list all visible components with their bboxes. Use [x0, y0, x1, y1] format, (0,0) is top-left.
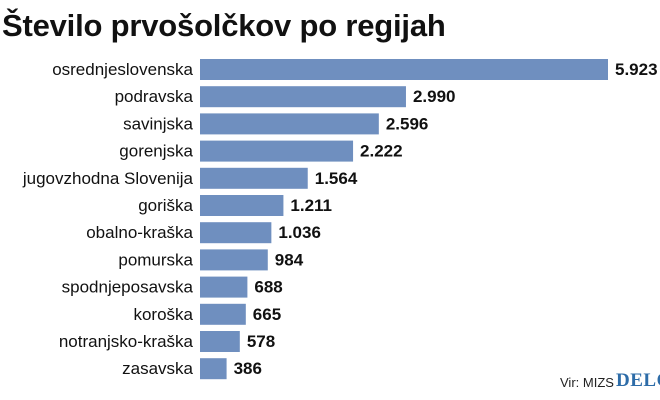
delo-logo: DELO [616, 370, 660, 391]
category-label: pomurska [118, 250, 193, 269]
bar [200, 59, 608, 80]
bar [200, 167, 308, 189]
bar [200, 303, 246, 325]
category-label: notranjsko-kraška [59, 332, 194, 351]
category-label: zasavska [122, 359, 193, 378]
chart-title: Število prvošolčkov po regijah [2, 8, 446, 43]
bar [200, 358, 227, 380]
value-label: 665 [253, 305, 281, 324]
value-label: 1.211 [290, 196, 332, 215]
category-label: savinjska [123, 114, 193, 133]
category-label: jugovzhodna Slovenija [22, 169, 194, 188]
bar [200, 222, 272, 244]
value-label: 2.990 [413, 87, 456, 106]
category-label: obalno-kraška [86, 223, 193, 242]
bar [200, 276, 248, 298]
value-label: 5.923 [615, 60, 658, 79]
value-label: 578 [247, 332, 275, 351]
bar [200, 140, 354, 162]
category-label: spodnjeposavska [62, 278, 194, 297]
value-label: 1.564 [315, 169, 358, 188]
category-label: goriška [138, 196, 193, 215]
bar [200, 195, 284, 216]
value-label: 1.036 [278, 223, 321, 242]
bar [200, 249, 268, 271]
value-label: 386 [234, 359, 262, 378]
category-label: koroška [133, 305, 193, 324]
value-label: 2.596 [386, 114, 429, 133]
bar [200, 331, 240, 352]
bar [200, 113, 379, 135]
value-label: 688 [254, 278, 282, 297]
value-label: 984 [275, 250, 304, 269]
value-label: 2.222 [360, 142, 403, 161]
source-label: Vir: MIZS [560, 375, 614, 390]
bar [200, 86, 406, 108]
category-label: gorenjska [119, 142, 193, 161]
category-label: osrednjeslovenska [52, 60, 193, 79]
category-label: podravska [115, 87, 194, 106]
